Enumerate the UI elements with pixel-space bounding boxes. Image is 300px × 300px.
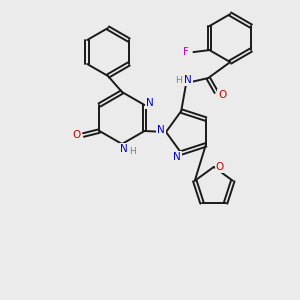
Text: H: H — [129, 148, 135, 157]
Text: O: O — [216, 162, 224, 172]
Text: N: N — [120, 144, 128, 154]
Text: O: O — [218, 90, 226, 100]
Text: H: H — [175, 76, 181, 85]
Text: N: N — [157, 125, 165, 135]
Text: N: N — [184, 75, 192, 85]
Text: N: N — [173, 152, 181, 162]
Text: O: O — [72, 130, 81, 140]
Text: F: F — [184, 47, 189, 57]
Text: N: N — [146, 98, 153, 108]
